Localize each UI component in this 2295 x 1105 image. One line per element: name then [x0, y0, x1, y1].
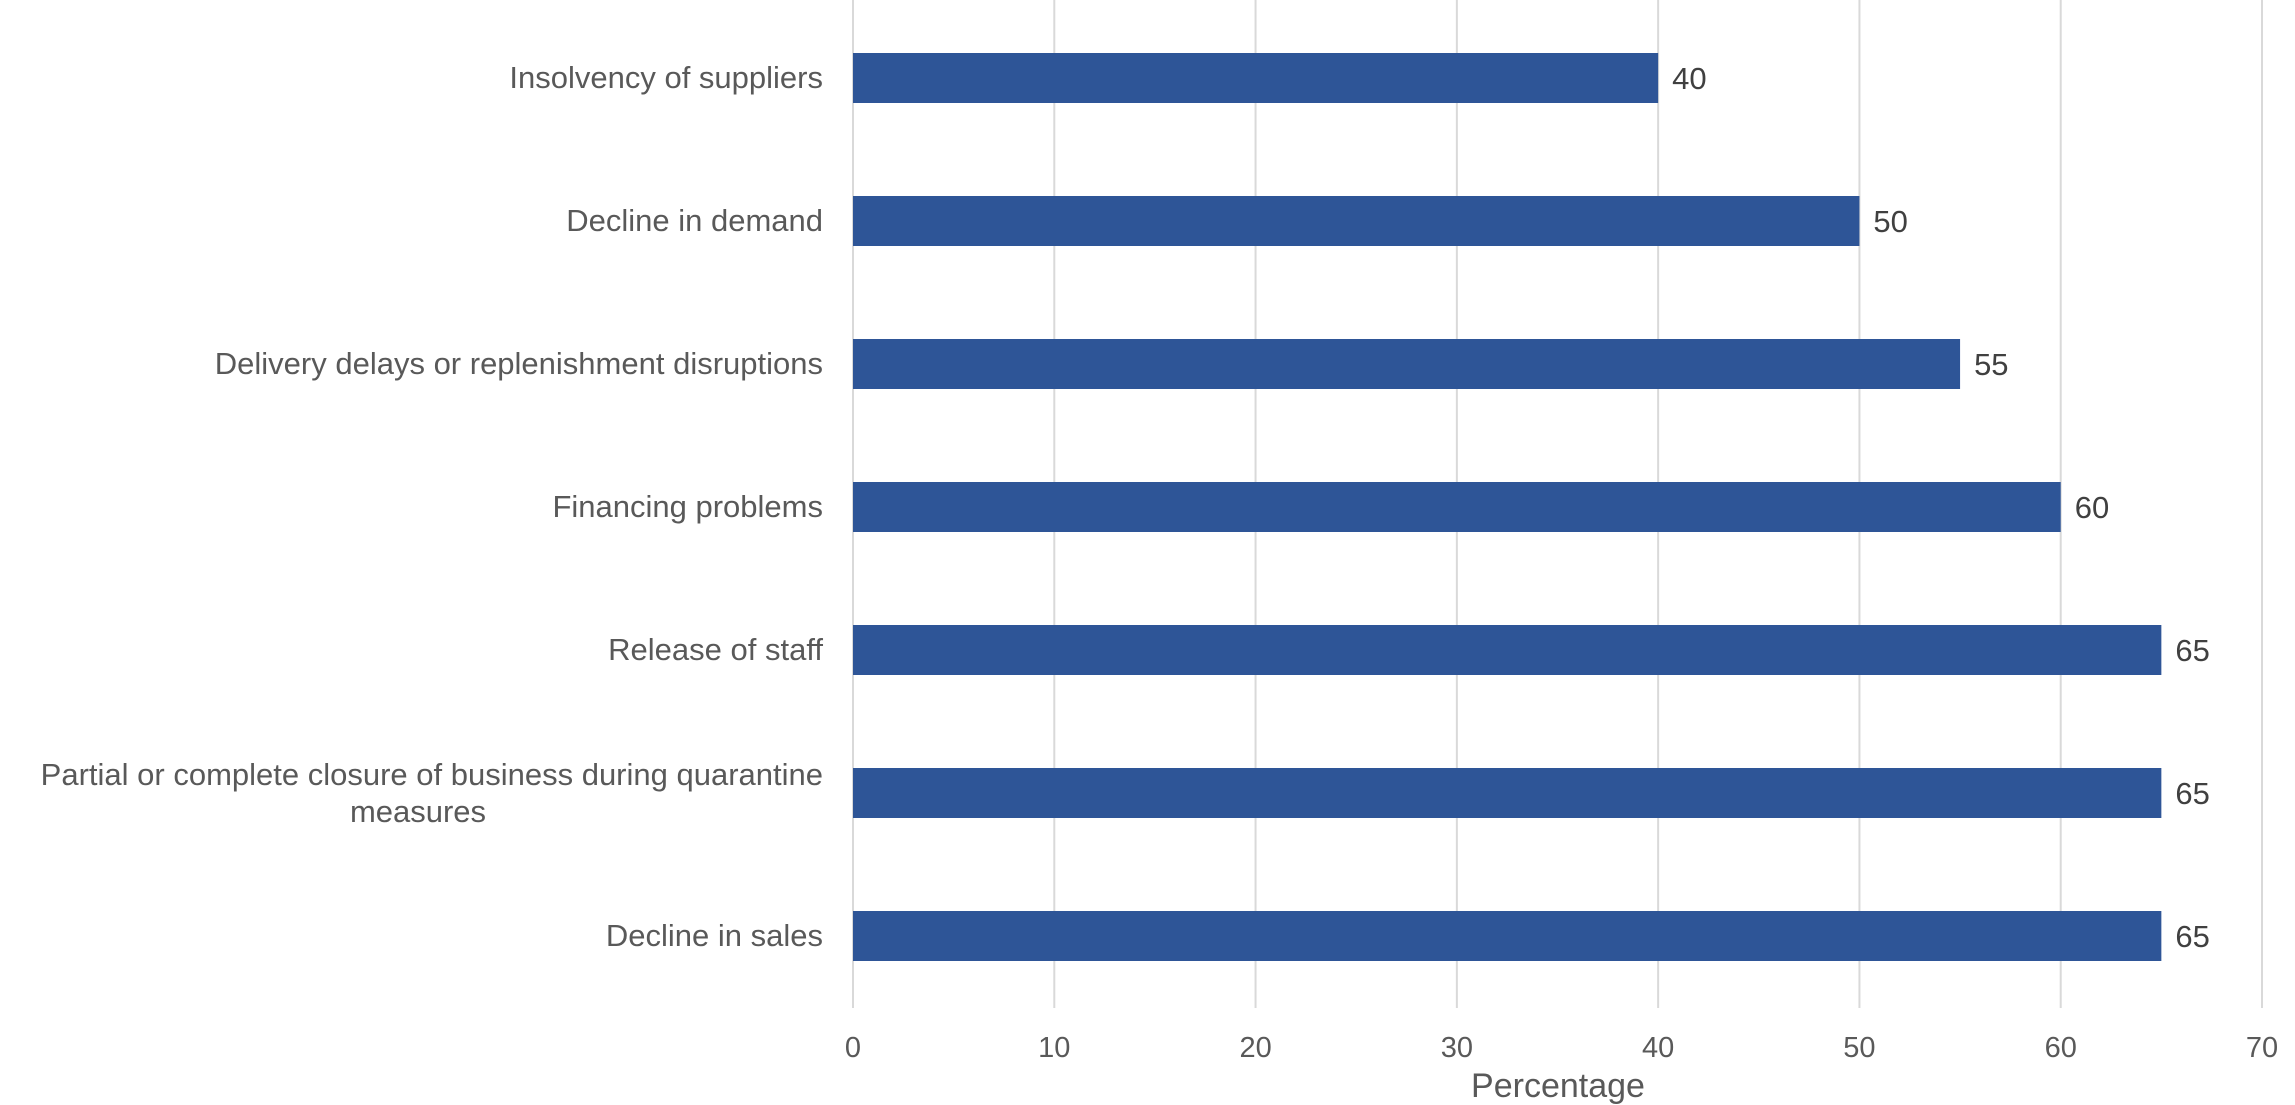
x-tick-label: 50 [1843, 1032, 1875, 1064]
x-tick-label: 0 [845, 1032, 861, 1064]
category-label: Delivery delays or replenishment disrupt… [215, 346, 823, 381]
bar [853, 768, 2162, 818]
bar [853, 911, 2162, 961]
category-label: Partial or complete closure of business … [41, 757, 823, 829]
bar [853, 482, 2061, 532]
bar [853, 339, 1961, 389]
bar [853, 625, 2162, 675]
category-label: Insolvency of suppliers [509, 60, 823, 95]
bar [853, 196, 1860, 246]
x-axis-title: Percentage [1471, 1067, 1645, 1105]
bars [853, 53, 2162, 961]
category-label-line: Partial or complete closure of business … [41, 757, 823, 792]
x-tick-label: 60 [2045, 1032, 2077, 1064]
data-label: 65 [2175, 633, 2209, 668]
x-tick-label: 40 [1642, 1032, 1674, 1064]
data-label: 40 [1672, 61, 1706, 96]
data-label: 50 [1873, 204, 1907, 239]
data-label: 55 [1974, 347, 2008, 382]
x-tick-label: 70 [2246, 1032, 2278, 1064]
x-axis-ticks: 0 10 20 30 40 50 60 70 [845, 1032, 2278, 1064]
data-labels: 40 50 55 60 65 65 65 [1672, 61, 2210, 954]
data-label: 65 [2175, 919, 2209, 954]
x-tick-label: 30 [1441, 1032, 1473, 1064]
category-label: Decline in sales [606, 918, 823, 953]
data-label: 60 [2075, 490, 2109, 525]
category-label: Financing problems [552, 489, 823, 524]
category-label: Decline in demand [566, 203, 823, 238]
category-labels: Insolvency of suppliers Decline in demand… [41, 60, 824, 953]
data-label: 65 [2175, 776, 2209, 811]
category-label: Release of staff [608, 632, 823, 667]
x-tick-label: 10 [1038, 1032, 1070, 1064]
bar [853, 53, 1659, 103]
category-label-line: measures [350, 794, 486, 829]
x-tick-label: 20 [1239, 1032, 1271, 1064]
